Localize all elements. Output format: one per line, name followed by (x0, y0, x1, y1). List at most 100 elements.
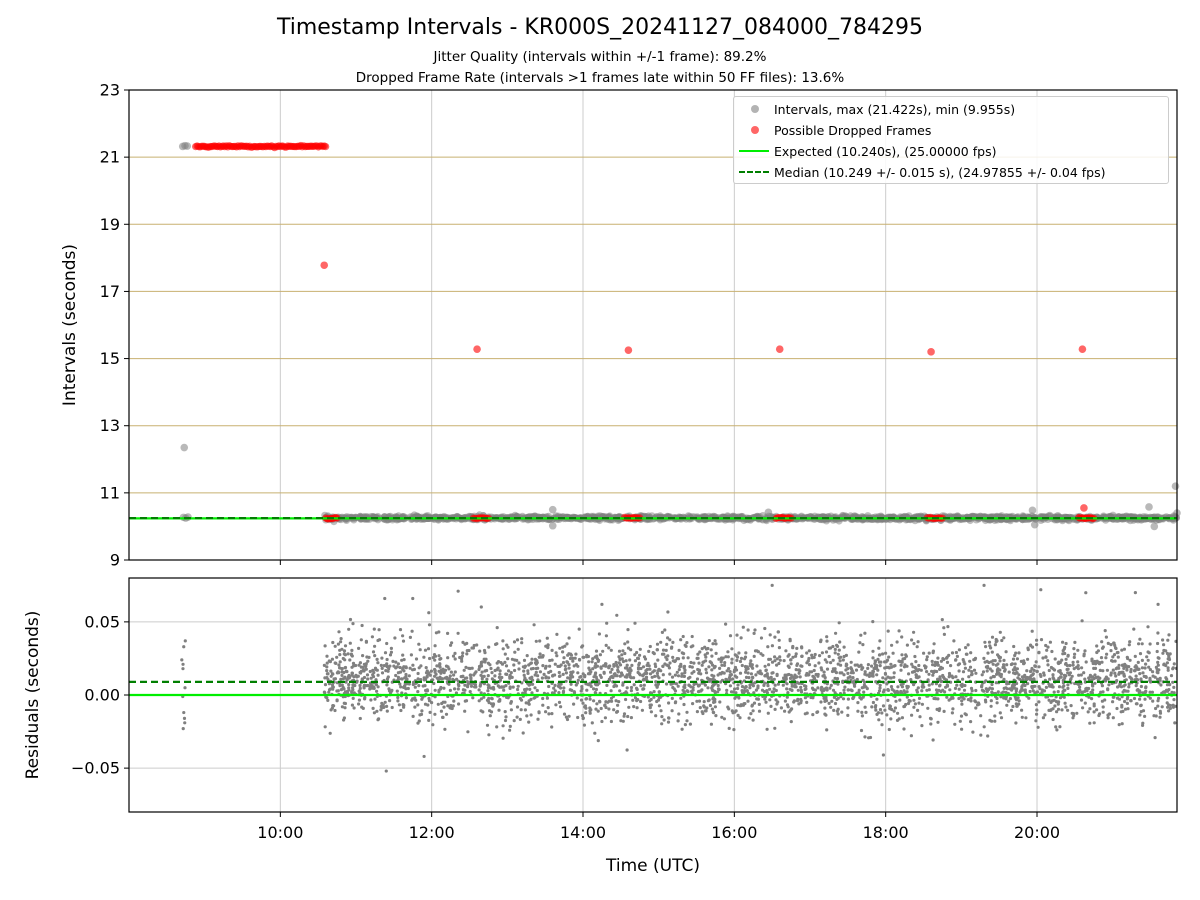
residual-point (950, 651, 955, 655)
residual-point (439, 657, 443, 661)
residual-point (1031, 689, 1035, 693)
residual-point (1013, 653, 1017, 658)
residual-point (547, 676, 551, 680)
residual-point (1090, 691, 1094, 695)
residual-point (512, 663, 516, 667)
residual-point (699, 689, 703, 693)
residual-point (599, 675, 603, 680)
residual-point (833, 701, 838, 706)
residual-point (938, 683, 942, 687)
residual-point (905, 690, 909, 694)
residual-point (385, 683, 389, 687)
legend-item-median: Median (10.249 +/- 0.015 s), (24.97855 +… (734, 162, 1105, 182)
residual-point (1127, 643, 1131, 647)
residual-point (657, 704, 662, 708)
residual-point (385, 677, 390, 681)
residual-point (338, 660, 342, 664)
residual-point (957, 696, 961, 701)
residual-point (655, 648, 659, 652)
residual-point (957, 648, 962, 652)
residual-point (1174, 639, 1177, 643)
residual-point (508, 676, 512, 680)
residual-point (442, 671, 446, 675)
residual-point (891, 651, 895, 655)
residual-point (698, 706, 702, 710)
residual-point (1104, 635, 1108, 639)
residual-point (649, 710, 654, 714)
residual-point (351, 696, 355, 701)
residual-point (571, 675, 575, 679)
residual-point (359, 665, 363, 669)
residual-point (503, 660, 507, 665)
residual-point (1061, 652, 1065, 656)
residual-point (422, 678, 426, 682)
residual-point (697, 683, 702, 687)
residual-point (1150, 690, 1154, 694)
residual-point (1128, 640, 1132, 644)
residual-point (1044, 655, 1048, 659)
residual-point (1075, 665, 1079, 669)
residual-point (925, 670, 929, 674)
residual-point (854, 668, 859, 672)
residual-point (354, 663, 358, 668)
residual-point (1117, 684, 1122, 688)
residual-point (881, 676, 885, 680)
residual-point (639, 666, 643, 671)
residual-point (823, 676, 827, 680)
residual-point (969, 699, 973, 703)
residual-point (986, 734, 990, 738)
residual-point (468, 666, 472, 671)
residual-point (885, 713, 889, 717)
residual-point (960, 699, 964, 703)
dropped-frame-point (320, 261, 329, 270)
residual-point (631, 698, 635, 702)
residual-point (770, 644, 775, 648)
residual-point (743, 655, 748, 659)
residual-point (959, 714, 964, 718)
residual-point (439, 685, 443, 690)
residual-point (579, 698, 584, 702)
residual-point (450, 641, 454, 645)
residual-point (642, 655, 647, 659)
residual-point (756, 670, 760, 674)
residual-point (819, 666, 823, 670)
residual-point (912, 630, 916, 634)
residual-point (1122, 647, 1126, 651)
residual-point (1061, 640, 1065, 644)
residual-point (424, 666, 428, 670)
residual-point (1138, 672, 1142, 676)
residual-point (1059, 672, 1063, 676)
residual-point (657, 676, 661, 680)
residual-point (1116, 650, 1120, 655)
residual-point (969, 673, 974, 677)
residual-point (898, 698, 902, 702)
residual-point (1128, 658, 1132, 662)
residual-point (749, 672, 754, 676)
residual-point (410, 629, 414, 633)
residual-point (669, 646, 674, 650)
residual-point (776, 682, 781, 686)
legend-green-line-icon (734, 141, 774, 161)
residual-point (1158, 678, 1162, 682)
residual-point (990, 682, 994, 687)
residual-point (789, 658, 793, 662)
residual-point (1017, 702, 1021, 706)
residual-point (918, 715, 922, 719)
residual-point (912, 705, 916, 709)
residual-point (1122, 684, 1126, 688)
residual-point (1035, 669, 1039, 674)
residual-point (870, 664, 874, 668)
residual-point (1075, 711, 1079, 715)
residual-point (965, 652, 969, 656)
residual-point (508, 686, 512, 691)
residual-point (1044, 685, 1048, 690)
residual-point (468, 690, 472, 694)
residual-point (629, 648, 633, 652)
residual-point (883, 708, 887, 712)
residual-point (1165, 701, 1169, 705)
residual-point (794, 668, 798, 672)
residual-point (562, 686, 566, 690)
bottom-xtick-label: 14:00 (560, 823, 606, 842)
interval-point (548, 521, 557, 530)
residual-point (373, 666, 378, 670)
